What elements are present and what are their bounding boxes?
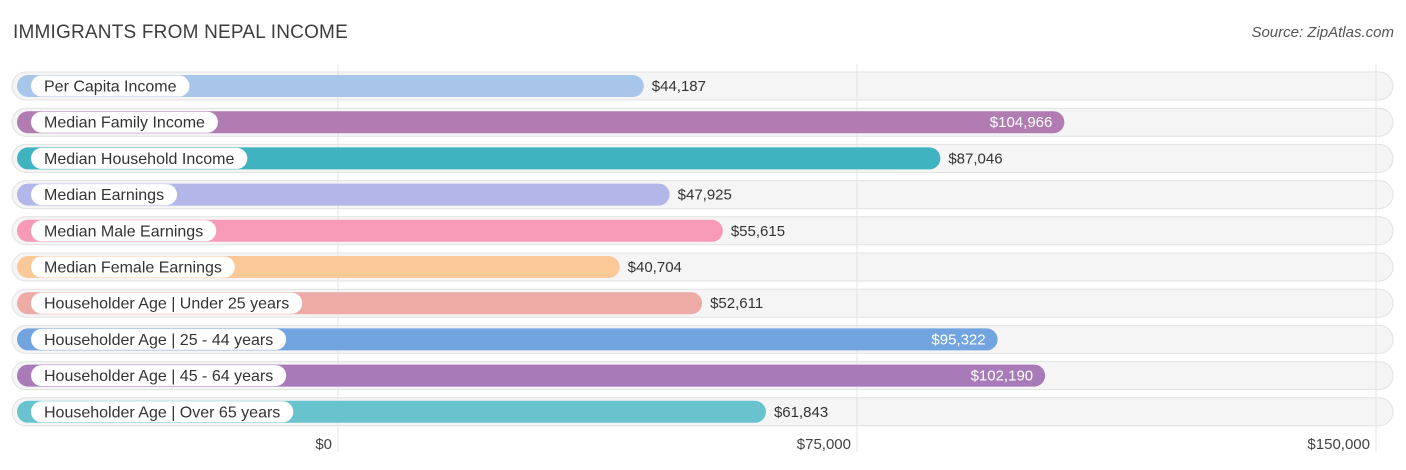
bar-label-pill [31,328,287,350]
bar-row: Median Male Earnings $55,615 [17,219,785,242]
bar-label: Householder Age | Under 25 years [44,296,289,313]
value-label: $47,925 [678,187,732,204]
value-label: $87,046 [948,150,1002,167]
bar-label-pill [31,365,287,387]
value-label: $55,615 [731,223,785,240]
bar-label: Householder Age | 45 - 64 years [44,368,273,385]
bar-row: Median Female Earnings $40,704 [17,256,682,278]
bar-row: Householder Age | 45 - 64 years $102,190 [17,364,1046,387]
bar [17,183,670,206]
bar-label-pill [31,75,190,97]
bar-label-pill [31,292,303,314]
bar-label-pill [31,256,235,278]
bar-row: Householder Age | 25 - 44 years $95,322 [17,328,998,351]
x-axis-ticks: $0 $75,000 $150,000 [315,436,1370,453]
x-tick-label: $75,000 [797,436,851,453]
bar-row: Per Capita Income $44,187 [17,75,706,97]
bar-row: Householder Age | Under 25 years $52,611 [17,292,763,315]
value-label: $40,704 [628,259,682,276]
bar [17,147,941,170]
chart-source: Source: ZipAtlas.com [1251,24,1394,41]
bar-label: Median Earnings [44,187,164,204]
bar-label: Householder Age | Over 65 years [44,404,280,421]
bar-label-pill [31,220,217,242]
value-label: $102,190 [971,368,1034,385]
bar-label: Median Male Earnings [44,223,203,240]
bar-label: Median Family Income [44,115,205,132]
bar-label: Per Capita Income [44,79,177,96]
chart-title: IMMIGRANTS FROM NEPAL INCOME [13,22,348,43]
value-label: $61,843 [774,404,828,421]
bar-row: Householder Age | Over 65 years $61,843 [17,400,828,423]
bar-label-pill [31,111,218,133]
bar [17,111,1065,134]
bar-row: Median Earnings $47,925 [17,183,732,206]
x-tick-label: $0 [315,436,332,453]
value-label: $95,322 [931,331,985,348]
bar-label-pill [31,401,294,423]
bar-label: Median Household Income [44,151,234,168]
bar-label-pill [31,147,248,169]
bar-label-pill [31,184,178,206]
x-tick-label: $150,000 [1307,436,1370,453]
bar-row: Median Household Income $87,046 [17,147,1003,170]
value-label: $52,611 [710,295,763,312]
bar-label: Median Female Earnings [44,260,222,277]
value-label: $44,187 [652,78,706,95]
bars: Per Capita Income $44,187 Median Family In… [17,75,1065,423]
value-label: $104,966 [990,114,1053,131]
bar-label: Householder Age | 25 - 44 years [44,332,273,349]
bar-row: Median Family Income $104,966 [17,111,1065,134]
